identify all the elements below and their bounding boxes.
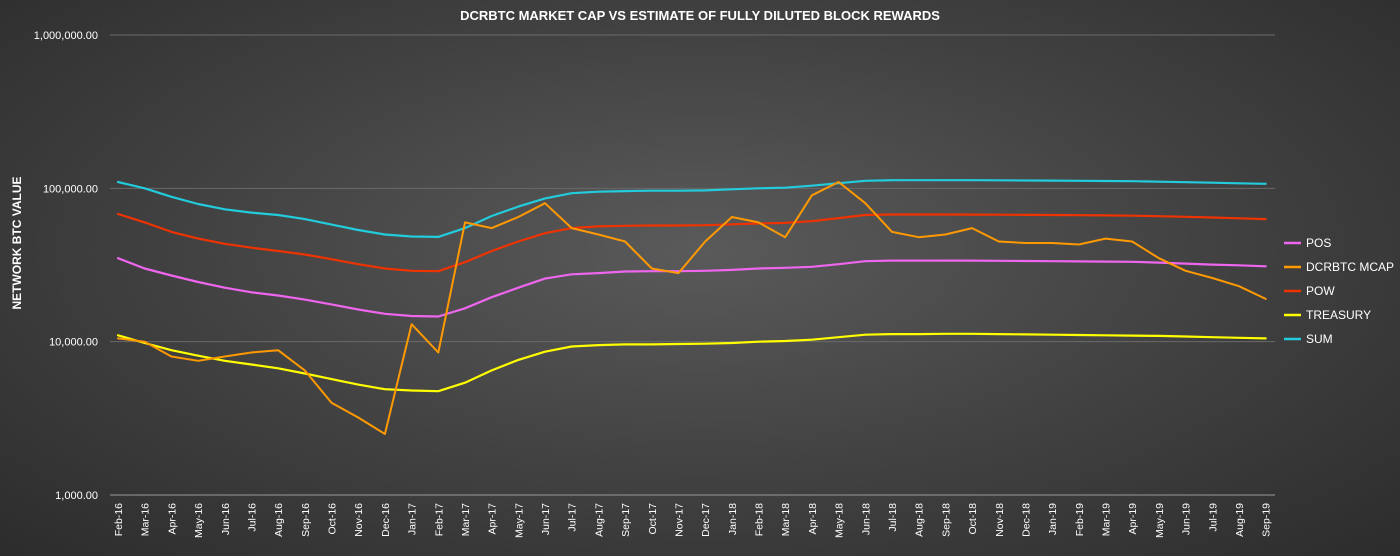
x-tick-label: May-19 [1154,503,1166,538]
x-tick-label: Oct-18 [967,503,979,535]
x-tick-label: Jan-18 [727,503,739,535]
series-line-pos [116,257,1267,318]
series-line-pow [116,212,1267,273]
grid-layer [110,34,1275,496]
x-tick-label: Nov-18 [994,503,1006,537]
x-tick-label: Jun-19 [1181,503,1193,535]
x-tick-label: Nov-16 [353,503,365,537]
x-tick-label: Jan-17 [407,503,419,535]
x-tick-label: Jun-18 [860,503,872,535]
x-tick-label: Sep-16 [300,503,312,537]
series-layer [116,179,1267,435]
x-tick-label: Feb-19 [1074,503,1086,536]
y-axis-ticks: 1,000.00 10,000.00 100,000.00 1,000,000.00 [34,30,98,502]
x-tick-label: Jan-19 [1047,503,1059,535]
x-tick-label: Apr-17 [487,503,499,535]
x-tick-label: Dec-17 [700,503,712,537]
x-tick-label: Aug-17 [593,503,605,537]
x-tick-label: Nov-17 [673,503,685,537]
x-tick-label: Jul-19 [1207,503,1219,532]
x-tick-label: Feb-16 [113,503,125,536]
x-tick-label: Sep-18 [940,503,952,537]
x-axis-ticks: Feb-16 Mar-16 Apr-16 May-16 Jun-16 Jul-16 Aug-… [113,503,1273,538]
y-tick-label: 1,000.00 [55,490,98,502]
x-tick-label: Apr-16 [166,503,178,535]
x-tick-label: Sep-19 [1261,503,1273,537]
series-line-dcrbtc-mcap [117,181,1267,435]
x-tick-label: Mar-19 [1101,503,1113,536]
x-tick-label: Aug-16 [273,503,285,537]
x-tick-label: Aug-18 [914,503,926,537]
series-line-treasury [116,332,1267,393]
x-tick-label: Sep-17 [620,503,632,537]
legend-label-pow: POW [1306,284,1335,298]
x-tick-label: Mar-18 [780,503,792,536]
x-tick-label: Aug-19 [1234,503,1246,537]
chart-title: DCRBTC MARKET CAP VS ESTIMATE OF FULLY D… [460,8,940,23]
x-tick-label: Jun-17 [540,503,552,535]
legend-label-treasury: TREASURY [1306,308,1371,322]
legend-label-sum: SUM [1306,332,1333,346]
x-tick-label: Dec-16 [380,503,392,537]
x-tick-label: Apr-18 [807,503,819,535]
x-tick-label: Feb-17 [433,503,445,536]
x-tick-label: May-16 [193,503,205,538]
x-tick-label: Jul-18 [887,503,899,532]
y-tick-label: 100,000.00 [43,183,98,195]
x-tick-label: Jun-16 [220,503,232,535]
x-tick-label: May-17 [513,503,525,538]
x-tick-label: Dec-18 [1020,503,1032,537]
y-tick-label: 1,000,000.00 [34,30,98,42]
x-tick-label: Oct-16 [327,503,339,535]
series-line-sum [116,179,1267,238]
x-tick-label: May-18 [834,503,846,538]
legend: POS DCRBTC MCAP POW TREASURY SUM [1284,236,1394,346]
x-tick-label: Apr-19 [1127,503,1139,535]
x-tick-label: Oct-17 [647,503,659,535]
legend-label-pos: POS [1306,236,1331,250]
y-axis-label: NETWORK BTC VALUE [10,176,24,309]
y-tick-label: 10,000.00 [49,337,98,349]
x-tick-label: Jul-16 [246,503,258,532]
x-tick-label: Mar-17 [460,503,472,536]
x-tick-label: Jul-17 [567,503,579,532]
x-tick-label: Mar-16 [140,503,152,536]
x-tick-label: Feb-18 [754,503,766,536]
legend-label-dcrbtc-mcap: DCRBTC MCAP [1306,260,1394,274]
